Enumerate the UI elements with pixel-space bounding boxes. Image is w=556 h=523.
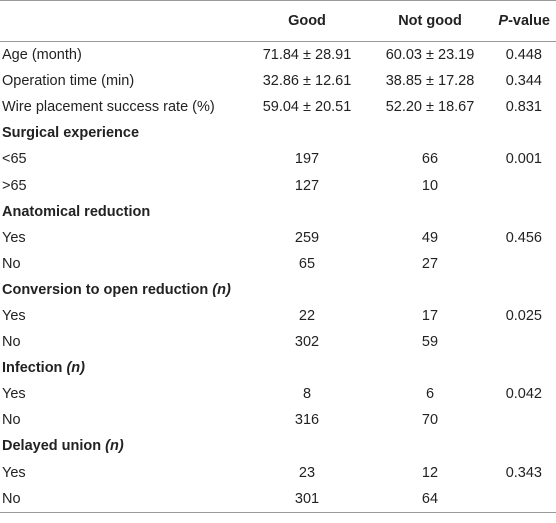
- table-row: >65 127 10: [0, 172, 556, 198]
- row-label: Yes: [2, 307, 26, 324]
- good-value: 127: [294, 177, 320, 194]
- section-header-row: Infection (n): [0, 355, 556, 381]
- p-value: 0.456: [505, 229, 542, 246]
- table-row: Wire placement success rate (%) 59.04 ± 2…: [0, 94, 556, 120]
- not-good-value: 6: [425, 386, 435, 403]
- good-value: 59.04 ± 20.51: [262, 99, 352, 116]
- p-value: 0.001: [505, 151, 542, 168]
- section-title-unit: (n): [105, 438, 124, 455]
- section-header-row: Conversion to open reduction (n): [0, 277, 556, 303]
- section-title-unit: (n): [212, 281, 231, 298]
- table-row: No 302 59: [0, 329, 556, 355]
- section-title-unit: (n): [66, 360, 85, 377]
- p-value: 0.448: [505, 47, 542, 64]
- header-row: Good Not good P-value: [0, 0, 556, 42]
- table-row: No 316 70: [0, 407, 556, 433]
- header-p-suffix: -value: [508, 13, 550, 29]
- good-value: 259: [294, 229, 320, 246]
- header-p-italic: P: [498, 13, 509, 29]
- p-value: 0.042: [505, 386, 542, 403]
- header-label-cell: [0, 0, 246, 42]
- section-title: Conversion to open reduction (n): [0, 277, 556, 303]
- row-label: Yes: [2, 464, 26, 481]
- row-label: No: [0, 485, 246, 513]
- not-good-value: 27: [421, 255, 439, 272]
- row-label: Yes: [2, 229, 26, 246]
- good-value: 71.84 ± 28.91: [262, 47, 352, 64]
- section-title: Surgical experience: [0, 120, 556, 146]
- section-header-row: Delayed union (n): [0, 433, 556, 459]
- p-value: 0.831: [505, 99, 542, 116]
- table-row: Yes 8 6 0.042: [0, 381, 556, 407]
- good-value: 8: [302, 386, 312, 403]
- section-header-row: Surgical experience: [0, 120, 556, 146]
- not-good-value: 12: [421, 464, 439, 481]
- not-good-value: 49: [421, 229, 439, 246]
- row-label: >65: [2, 177, 27, 194]
- good-value: 65: [298, 255, 316, 272]
- section-header-row: Anatomical reduction: [0, 199, 556, 225]
- section-title-text: Anatomical reduction: [2, 203, 151, 220]
- good-value: 197: [294, 151, 320, 168]
- not-good-value: 10: [421, 177, 439, 194]
- good-value: 23: [298, 464, 316, 481]
- table-body: Age (month) 71.84 ± 28.91 60.03 ± 23.19 0.4…: [0, 42, 556, 513]
- p-value: [492, 485, 556, 513]
- good-value: 22: [298, 307, 316, 324]
- table-row: Yes 22 17 0.025: [0, 303, 556, 329]
- p-value: 0.343: [505, 464, 542, 481]
- section-title-text: Infection: [2, 360, 67, 377]
- good-value: 32.86 ± 12.61: [262, 73, 352, 90]
- good-value: 302: [294, 334, 320, 351]
- section-title: Anatomical reduction: [0, 199, 556, 225]
- p-value: [492, 329, 556, 355]
- not-good-value: 38.85 ± 17.28: [385, 73, 475, 90]
- header-not-good: Not good: [368, 0, 492, 42]
- not-good-value: 17: [421, 307, 439, 324]
- p-value: [492, 172, 556, 198]
- section-title: Infection (n): [0, 355, 556, 381]
- p-value: [492, 251, 556, 277]
- table-row: Age (month) 71.84 ± 28.91 60.03 ± 23.19 0.4…: [0, 42, 556, 69]
- not-good-value: 59: [421, 334, 439, 351]
- p-value: [492, 407, 556, 433]
- section-title-text: Conversion to open reduction: [2, 281, 213, 298]
- good-value: 316: [294, 412, 320, 429]
- row-label: Wire placement success rate (%): [2, 99, 215, 116]
- not-good-value: 64: [368, 485, 492, 513]
- row-label: <65: [2, 151, 27, 168]
- section-title-text: Surgical experience: [2, 125, 140, 142]
- header-good: Good: [246, 0, 368, 42]
- table-row: Yes 23 12 0.343: [0, 460, 556, 486]
- section-title: Delayed union (n): [0, 433, 556, 459]
- not-good-value: 60.03 ± 23.19: [385, 47, 475, 64]
- table-row: Yes 259 49 0.456: [0, 225, 556, 251]
- row-label: No: [2, 412, 21, 429]
- row-label: Age (month): [2, 47, 82, 64]
- row-label: Operation time (min): [2, 73, 135, 90]
- table-row: No 301 64: [0, 485, 556, 513]
- row-label: No: [2, 334, 21, 351]
- good-value: 301: [246, 485, 368, 513]
- row-label: Yes: [2, 386, 26, 403]
- row-label: No: [2, 255, 21, 272]
- table-row: <65 197 66 0.001: [0, 146, 556, 172]
- section-title-text: Delayed union: [2, 438, 106, 455]
- not-good-value: 70: [421, 412, 439, 429]
- not-good-value: 66: [421, 151, 439, 168]
- table-row: Operation time (min) 32.86 ± 12.61 38.85 ±…: [0, 68, 556, 94]
- p-value: 0.344: [505, 73, 542, 90]
- p-value: 0.025: [505, 307, 542, 324]
- not-good-value: 52.20 ± 18.67: [385, 99, 475, 116]
- table-row: No 65 27: [0, 251, 556, 277]
- header-p-value: P-value: [492, 0, 556, 42]
